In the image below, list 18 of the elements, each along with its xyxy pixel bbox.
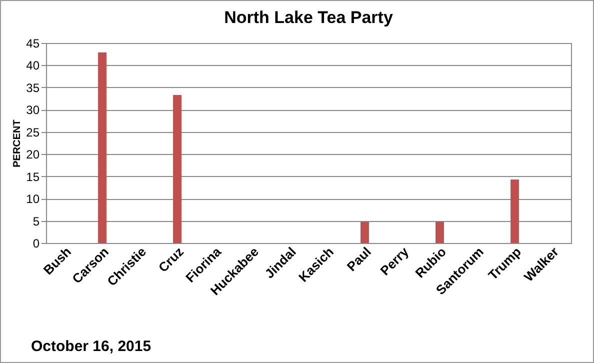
y-tick-label: 5: [32, 214, 40, 228]
y-tick-label: 20: [26, 148, 40, 162]
y-tick-label: 40: [26, 58, 40, 73]
bar: [360, 222, 369, 243]
bar: [173, 95, 182, 243]
chart-title: North Lake Tea Party: [224, 8, 394, 27]
y-tick-label: 15: [26, 170, 40, 184]
text: October 16, 2015: [31, 338, 152, 355]
y-tick-label: 0: [32, 236, 40, 250]
y-tick-label: 35: [26, 80, 40, 95]
bar: [510, 179, 519, 243]
y-tick-label: 30: [26, 103, 40, 118]
y-tick-label: 25: [26, 125, 40, 140]
y-tick-label: 10: [26, 192, 40, 206]
bar: [436, 222, 444, 243]
bar: [98, 52, 106, 243]
y-axis-title: PERCENT: [12, 120, 24, 168]
y-tick-label: 45: [26, 36, 40, 50]
